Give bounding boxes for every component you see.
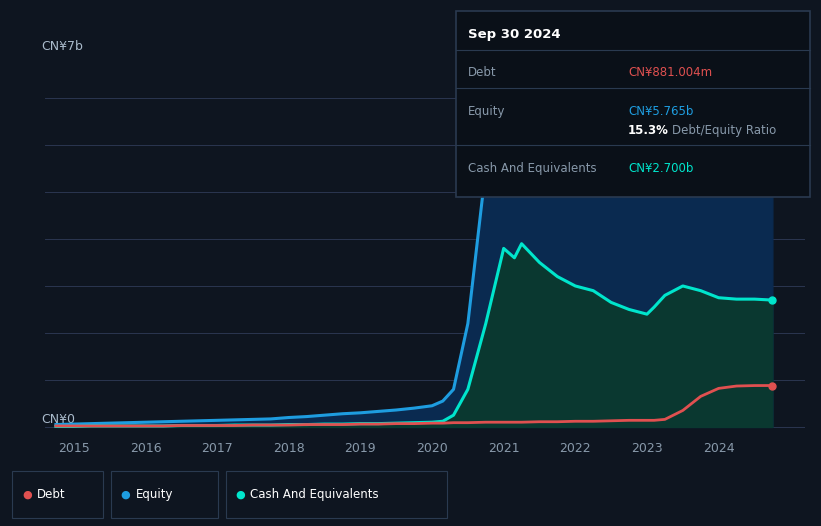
Text: Cash And Equivalents: Cash And Equivalents	[250, 488, 379, 501]
Text: CN¥5.765b: CN¥5.765b	[628, 105, 694, 118]
Text: 15.3%: 15.3%	[628, 124, 669, 137]
Text: Equity: Equity	[135, 488, 173, 501]
Text: Debt: Debt	[468, 66, 497, 79]
Text: Sep 30 2024: Sep 30 2024	[468, 28, 561, 41]
Text: ●: ●	[22, 489, 32, 500]
Text: Cash And Equivalents: Cash And Equivalents	[468, 162, 597, 175]
Text: Debt/Equity Ratio: Debt/Equity Ratio	[672, 124, 776, 137]
Text: CN¥0: CN¥0	[41, 413, 76, 427]
Text: CN¥2.700b: CN¥2.700b	[628, 162, 694, 175]
Text: CN¥7b: CN¥7b	[41, 40, 83, 53]
Text: Equity: Equity	[468, 105, 506, 118]
Text: Debt: Debt	[37, 488, 66, 501]
Text: ●: ●	[236, 489, 245, 500]
Text: CN¥881.004m: CN¥881.004m	[628, 66, 712, 79]
Text: ●: ●	[121, 489, 131, 500]
